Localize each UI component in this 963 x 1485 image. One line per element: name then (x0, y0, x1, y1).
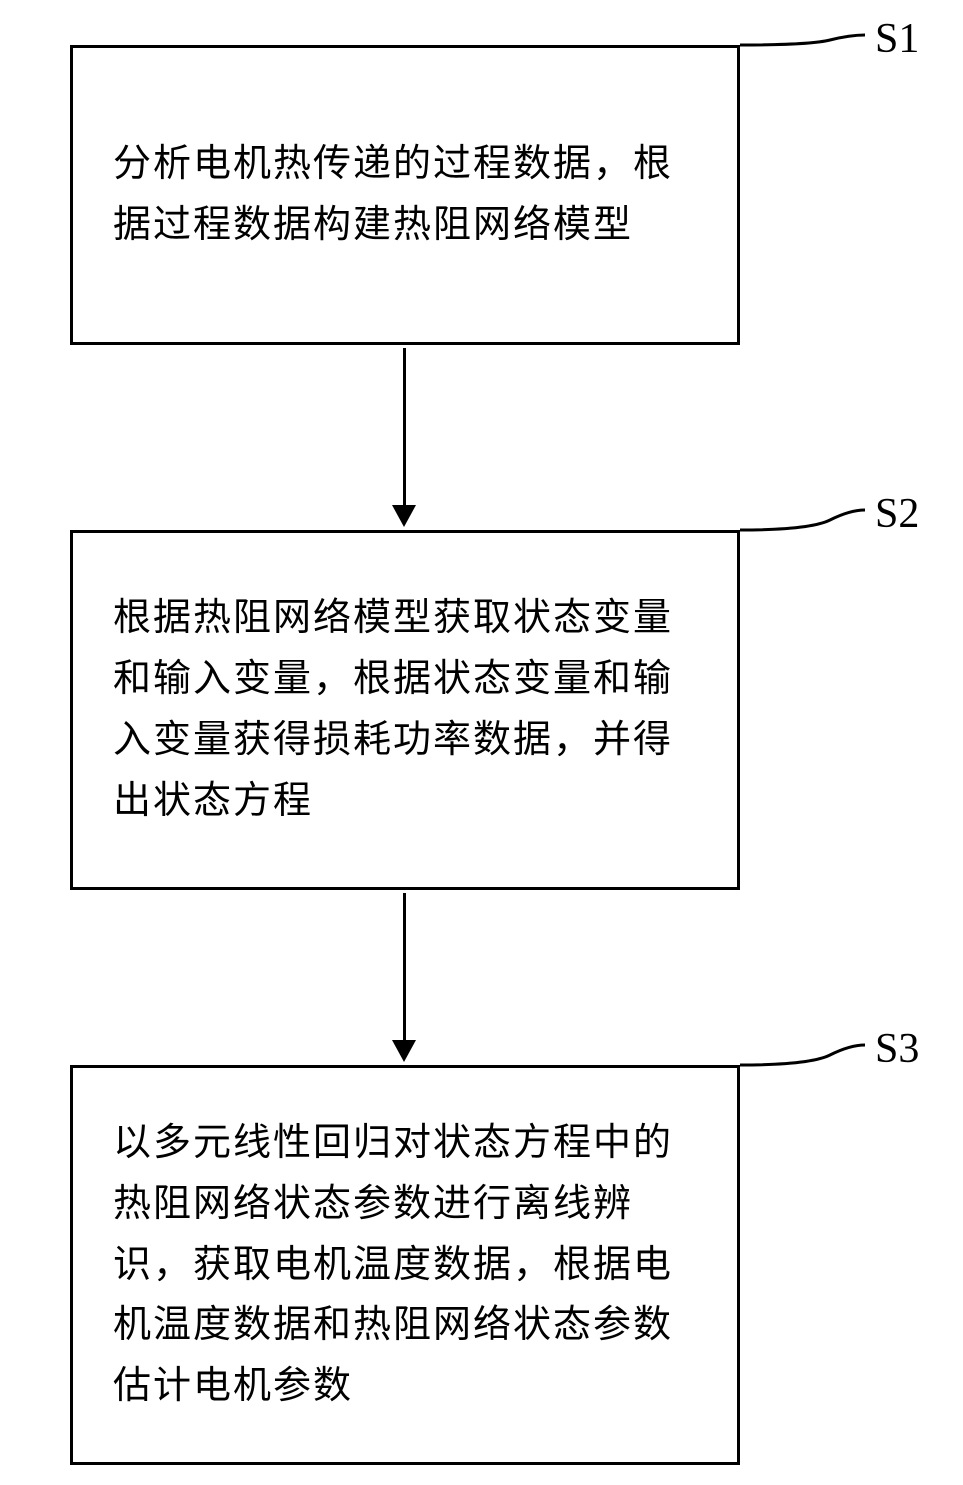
step-text-s1: 分析电机热传递的过程数据，根据过程数据构建热阻网络模型 (113, 134, 697, 256)
arrow-head-1 (392, 505, 416, 527)
arrow-line-2 (403, 893, 406, 1042)
arrow-line-1 (403, 348, 406, 507)
step-text-s3: 以多元线性回归对状态方程中的热阻网络状态参数进行离线辨识，获取电机温度数据，根据… (113, 1113, 697, 1417)
step-text-s2: 根据热阻网络模型获取状态变量和输入变量，根据状态变量和输入变量获得损耗功率数据，… (113, 588, 697, 831)
flowchart-container: 分析电机热传递的过程数据，根据过程数据构建热阻网络模型 根据热阻网络模型获取状态… (0, 0, 963, 1485)
label-s2: S2 (875, 490, 919, 538)
step-box-s2: 根据热阻网络模型获取状态变量和输入变量，根据状态变量和输入变量获得损耗功率数据，… (70, 530, 740, 890)
arrow-head-2 (392, 1040, 416, 1062)
label-s3: S3 (875, 1025, 919, 1073)
step-box-s3: 以多元线性回归对状态方程中的热阻网络状态参数进行离线辨识，获取电机温度数据，根据… (70, 1065, 740, 1465)
label-s1: S1 (875, 15, 919, 63)
step-box-s1: 分析电机热传递的过程数据，根据过程数据构建热阻网络模型 (70, 45, 740, 345)
